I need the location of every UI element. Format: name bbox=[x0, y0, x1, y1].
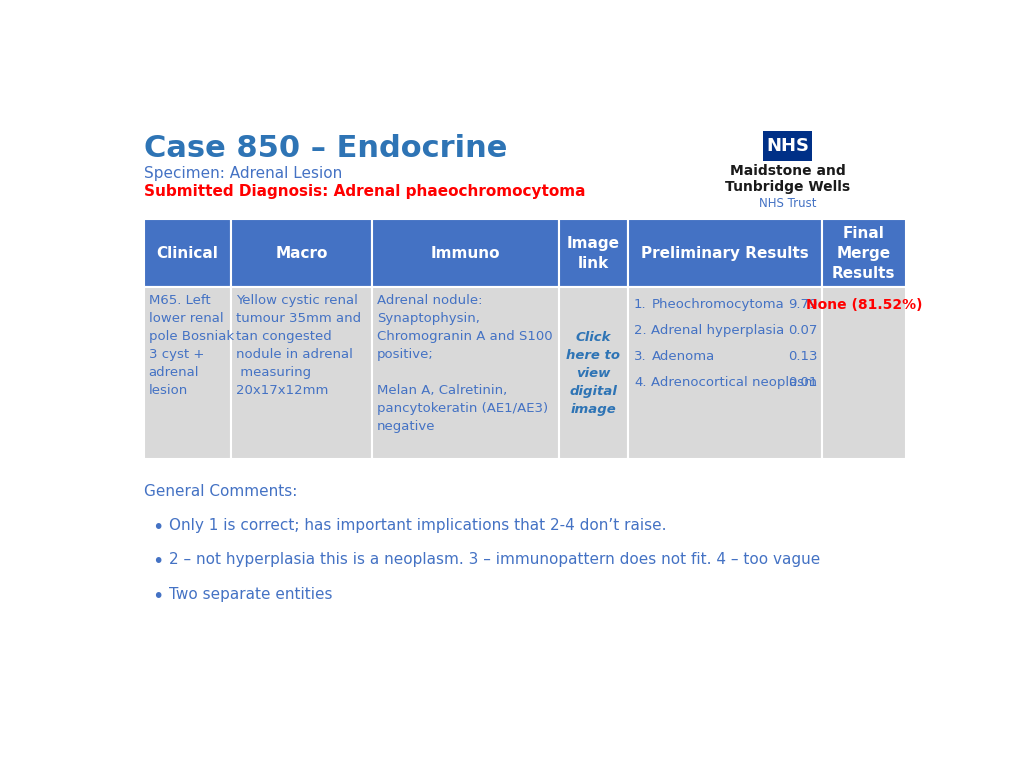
Text: Immuno: Immuno bbox=[431, 246, 501, 261]
FancyBboxPatch shape bbox=[231, 220, 373, 287]
Text: Adrenal nodule:
Synaptophysin,
Chromogranin A and S100
positive;

Melan A, Calre: Adrenal nodule: Synaptophysin, Chromogra… bbox=[377, 294, 553, 433]
FancyBboxPatch shape bbox=[822, 287, 905, 458]
Text: 1.: 1. bbox=[634, 298, 646, 311]
Text: Pheochromocytoma: Pheochromocytoma bbox=[651, 298, 784, 311]
Text: Macro: Macro bbox=[275, 246, 328, 261]
Text: 0.13: 0.13 bbox=[787, 350, 817, 363]
FancyBboxPatch shape bbox=[143, 220, 231, 287]
Text: Specimen: Adrenal Lesion: Specimen: Adrenal Lesion bbox=[143, 166, 342, 181]
FancyBboxPatch shape bbox=[822, 220, 905, 287]
FancyBboxPatch shape bbox=[628, 287, 822, 458]
Text: Preliminary Results: Preliminary Results bbox=[641, 246, 809, 261]
Text: Clinical: Clinical bbox=[157, 246, 218, 261]
Text: 4.: 4. bbox=[634, 376, 646, 389]
Text: NHS: NHS bbox=[766, 137, 809, 155]
Text: 0.07: 0.07 bbox=[787, 324, 817, 337]
Text: 2 – not hyperplasia this is a neoplasm. 3 – immunopattern does not fit. 4 – too : 2 – not hyperplasia this is a neoplasm. … bbox=[169, 552, 820, 568]
Text: Image
link: Image link bbox=[567, 236, 620, 270]
Text: Tunbridge Wells: Tunbridge Wells bbox=[725, 180, 850, 194]
Text: Two separate entities: Two separate entities bbox=[169, 587, 333, 601]
Text: Only 1 is correct; has important implications that 2-4 don’t raise.: Only 1 is correct; has important implica… bbox=[169, 518, 667, 533]
Text: M65. Left
lower renal
pole Bosniak
3 cyst +
adrenal
lesion: M65. Left lower renal pole Bosniak 3 cys… bbox=[148, 294, 233, 397]
FancyBboxPatch shape bbox=[559, 220, 628, 287]
FancyBboxPatch shape bbox=[231, 287, 373, 458]
Text: 3.: 3. bbox=[634, 350, 646, 363]
Text: Adrenocortical neoplasm: Adrenocortical neoplasm bbox=[651, 376, 817, 389]
Text: •: • bbox=[152, 587, 163, 605]
Text: Submitted Diagnosis: Adrenal phaeochromocytoma: Submitted Diagnosis: Adrenal phaeochromo… bbox=[143, 184, 586, 199]
Text: Yellow cystic renal
tumour 35mm and
tan congested
nodule in adrenal
 measuring
2: Yellow cystic renal tumour 35mm and tan … bbox=[237, 294, 361, 397]
Text: •: • bbox=[152, 518, 163, 537]
Text: NHS Trust: NHS Trust bbox=[759, 197, 816, 210]
FancyBboxPatch shape bbox=[763, 131, 812, 161]
Text: Maidstone and: Maidstone and bbox=[730, 164, 846, 177]
FancyBboxPatch shape bbox=[628, 220, 822, 287]
Text: 9.79: 9.79 bbox=[787, 298, 817, 311]
Text: 0.01: 0.01 bbox=[787, 376, 817, 389]
Text: Adrenal hyperplasia: Adrenal hyperplasia bbox=[651, 324, 784, 337]
FancyBboxPatch shape bbox=[373, 220, 559, 287]
FancyBboxPatch shape bbox=[143, 287, 231, 458]
Text: Case 850 – Endocrine: Case 850 – Endocrine bbox=[143, 134, 507, 163]
FancyBboxPatch shape bbox=[373, 287, 559, 458]
Text: General Comments:: General Comments: bbox=[143, 484, 297, 498]
Text: Click
here to
view
digital
image: Click here to view digital image bbox=[566, 330, 621, 415]
FancyBboxPatch shape bbox=[559, 287, 628, 458]
Text: 2.: 2. bbox=[634, 324, 646, 337]
Text: Final
Merge
Results: Final Merge Results bbox=[833, 226, 896, 280]
Text: None (81.52%): None (81.52%) bbox=[806, 298, 922, 312]
Text: Adenoma: Adenoma bbox=[651, 350, 715, 363]
Text: •: • bbox=[152, 552, 163, 571]
